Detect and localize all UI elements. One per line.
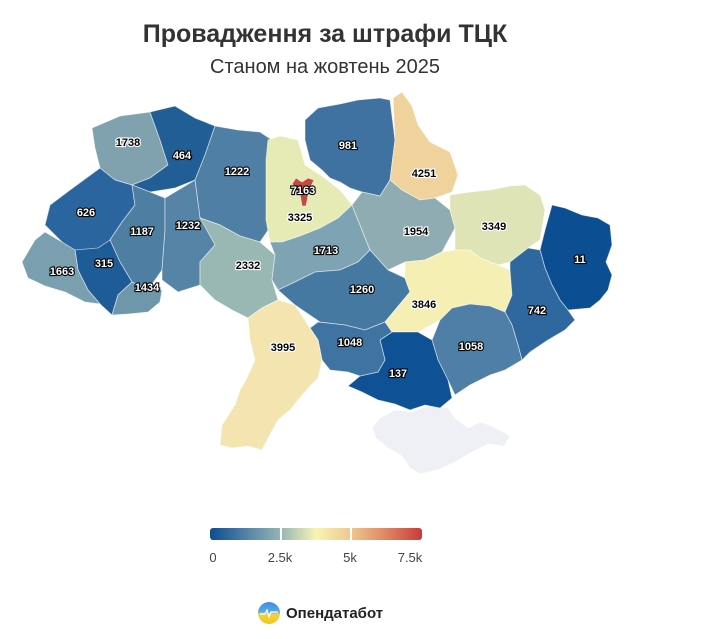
- label-kyiv-city: 7163: [291, 185, 315, 197]
- label-kherson: 137: [389, 368, 407, 380]
- legend-separator: [350, 528, 352, 540]
- legend-tick-0: 0: [209, 550, 217, 565]
- chart-subtitle: Станом на жовтень 2025: [210, 56, 440, 78]
- legend-tick-2.5k: 2.5k: [267, 550, 293, 565]
- region-odesa[interactable]: [219, 299, 323, 451]
- region-rivne[interactable]: [130, 105, 216, 193]
- label-vinnytsia: 2332: [236, 260, 260, 272]
- region-chernivtsi[interactable]: [111, 281, 163, 316]
- region-kyiv-city[interactable]: [291, 177, 315, 207]
- region-sumy[interactable]: [389, 91, 459, 201]
- brand: Опендатабот: [258, 602, 383, 624]
- label-volyn: 1738: [116, 137, 140, 149]
- region-mykolaiv[interactable]: [309, 321, 393, 377]
- label-kirovohrad: 1260: [350, 284, 374, 296]
- label-zaporizhzhia: 1058: [459, 341, 483, 353]
- label-chernivtsi: 1434: [135, 282, 160, 294]
- chart-title: Провадження за штрафи ТЦК: [142, 20, 508, 48]
- label-luhansk: 11: [574, 254, 586, 266]
- region-crimea[interactable]: [371, 404, 511, 475]
- color-scale-legend: [210, 528, 422, 540]
- brand-name: Опендатабот: [286, 604, 384, 622]
- label-dnipropetrovsk: 3846: [412, 299, 436, 311]
- region-zakarpattia[interactable]: [21, 231, 101, 305]
- label-kyiv-oblast: 3325: [288, 212, 312, 224]
- label-cherkasy: 1713: [314, 245, 338, 257]
- opendatabot-logo-icon: [258, 602, 280, 624]
- label-chernihiv: 981: [339, 140, 357, 152]
- label-odesa: 3995: [271, 342, 295, 354]
- legend-tick-7.5k: 7.5k: [397, 550, 423, 565]
- label-zhytomyr: 1222: [225, 166, 249, 178]
- label-poltava: 1954: [404, 226, 429, 238]
- label-khmelnytskyi: 1232: [176, 220, 200, 232]
- label-donetsk: 742: [528, 305, 546, 317]
- label-lviv: 626: [77, 207, 95, 219]
- label-ternopil: 1187: [130, 226, 154, 238]
- label-mykolaiv: 1048: [338, 337, 362, 349]
- region-donetsk[interactable]: [504, 247, 576, 361]
- label-zakarpattia: 1663: [50, 266, 74, 278]
- legend-tick-5k: 5k: [343, 550, 357, 565]
- legend-separator: [280, 528, 282, 540]
- label-rivne: 464: [173, 150, 192, 162]
- label-sumy: 4251: [412, 168, 436, 180]
- label-kharkiv: 3349: [482, 221, 506, 233]
- label-ivano-frankivsk: 315: [95, 258, 113, 270]
